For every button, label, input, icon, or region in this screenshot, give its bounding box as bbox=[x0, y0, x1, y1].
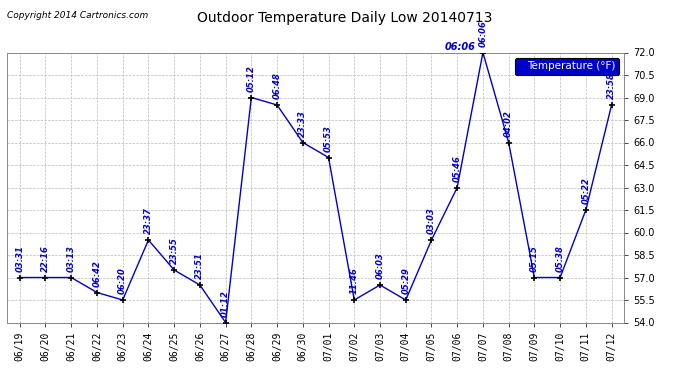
Text: 23:58: 23:58 bbox=[607, 73, 616, 99]
Text: 05:46: 05:46 bbox=[453, 155, 462, 182]
Text: 05:22: 05:22 bbox=[582, 178, 591, 204]
Text: 06:42: 06:42 bbox=[92, 260, 101, 287]
Text: 03:03: 03:03 bbox=[427, 208, 436, 234]
Text: Copyright 2014 Cartronics.com: Copyright 2014 Cartronics.com bbox=[7, 11, 148, 20]
Text: 05:12: 05:12 bbox=[247, 65, 256, 92]
Text: 23:55: 23:55 bbox=[170, 238, 179, 264]
Text: 11:46: 11:46 bbox=[350, 268, 359, 294]
Text: 05:15: 05:15 bbox=[530, 245, 539, 272]
Text: 01:12: 01:12 bbox=[221, 290, 230, 317]
Text: 06:06: 06:06 bbox=[444, 42, 475, 52]
Text: 22:16: 22:16 bbox=[41, 245, 50, 272]
Text: 04:02: 04:02 bbox=[504, 110, 513, 137]
Text: Outdoor Temperature Daily Low 20140713: Outdoor Temperature Daily Low 20140713 bbox=[197, 11, 493, 25]
Text: 03:31: 03:31 bbox=[15, 245, 24, 272]
Text: 03:13: 03:13 bbox=[67, 245, 76, 272]
Text: 06:06: 06:06 bbox=[478, 20, 487, 47]
Legend: Temperature (°F): Temperature (°F) bbox=[515, 58, 619, 75]
Text: 23:33: 23:33 bbox=[298, 110, 307, 137]
Text: 06:03: 06:03 bbox=[375, 253, 384, 279]
Text: 05:53: 05:53 bbox=[324, 125, 333, 152]
Text: 05:29: 05:29 bbox=[401, 268, 411, 294]
Text: 23:51: 23:51 bbox=[195, 253, 204, 279]
Text: 06:20: 06:20 bbox=[118, 268, 127, 294]
Text: 06:48: 06:48 bbox=[273, 73, 282, 99]
Text: 23:37: 23:37 bbox=[144, 208, 153, 234]
Text: 05:38: 05:38 bbox=[555, 245, 564, 272]
